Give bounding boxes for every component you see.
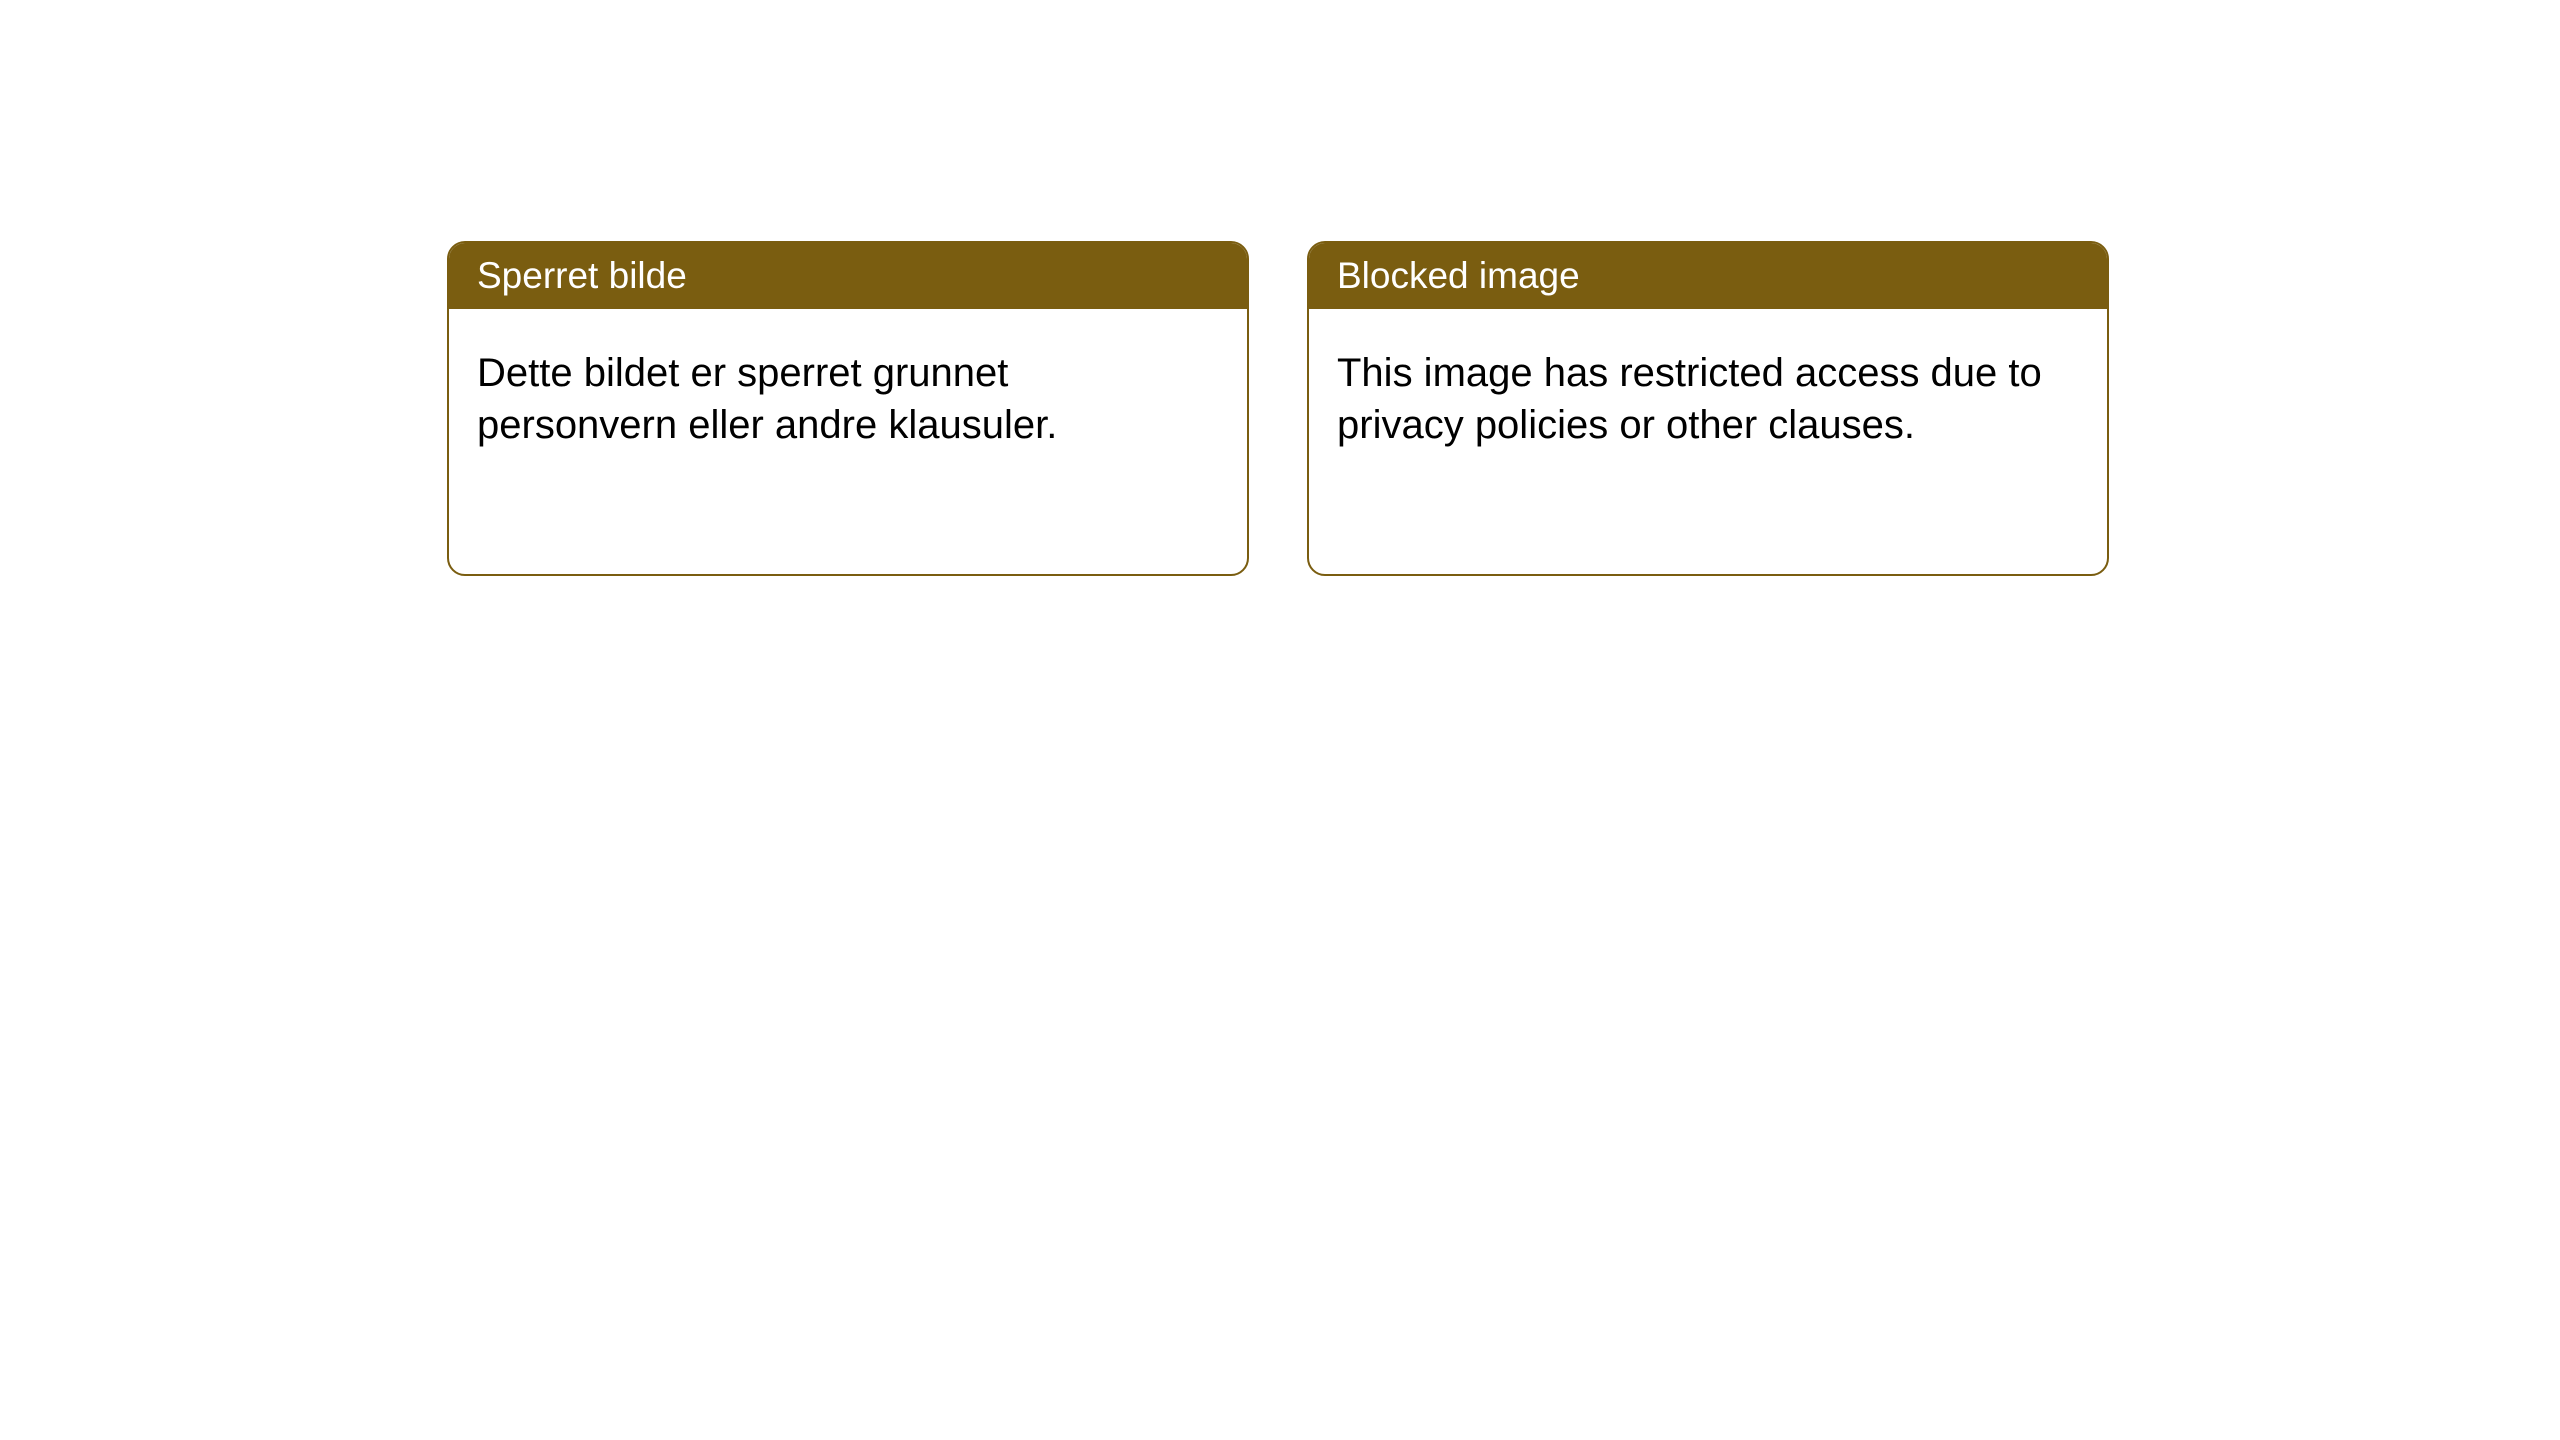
notice-header: Sperret bilde — [449, 243, 1247, 309]
notice-card-english: Blocked image This image has restricted … — [1307, 241, 2109, 576]
notice-body: This image has restricted access due to … — [1309, 309, 2107, 489]
notice-body: Dette bildet er sperret grunnet personve… — [449, 309, 1247, 489]
notice-container: Sperret bilde Dette bildet er sperret gr… — [447, 241, 2109, 576]
notice-header: Blocked image — [1309, 243, 2107, 309]
notice-card-norwegian: Sperret bilde Dette bildet er sperret gr… — [447, 241, 1249, 576]
